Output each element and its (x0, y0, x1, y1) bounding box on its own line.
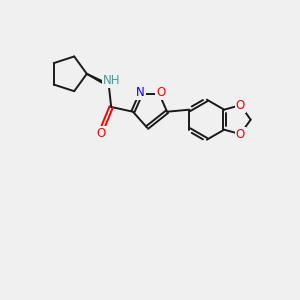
Text: O: O (236, 99, 245, 112)
Text: N: N (136, 86, 145, 99)
Text: O: O (156, 86, 166, 99)
Text: NH: NH (103, 74, 121, 87)
Text: O: O (97, 127, 106, 140)
Text: O: O (236, 128, 245, 141)
